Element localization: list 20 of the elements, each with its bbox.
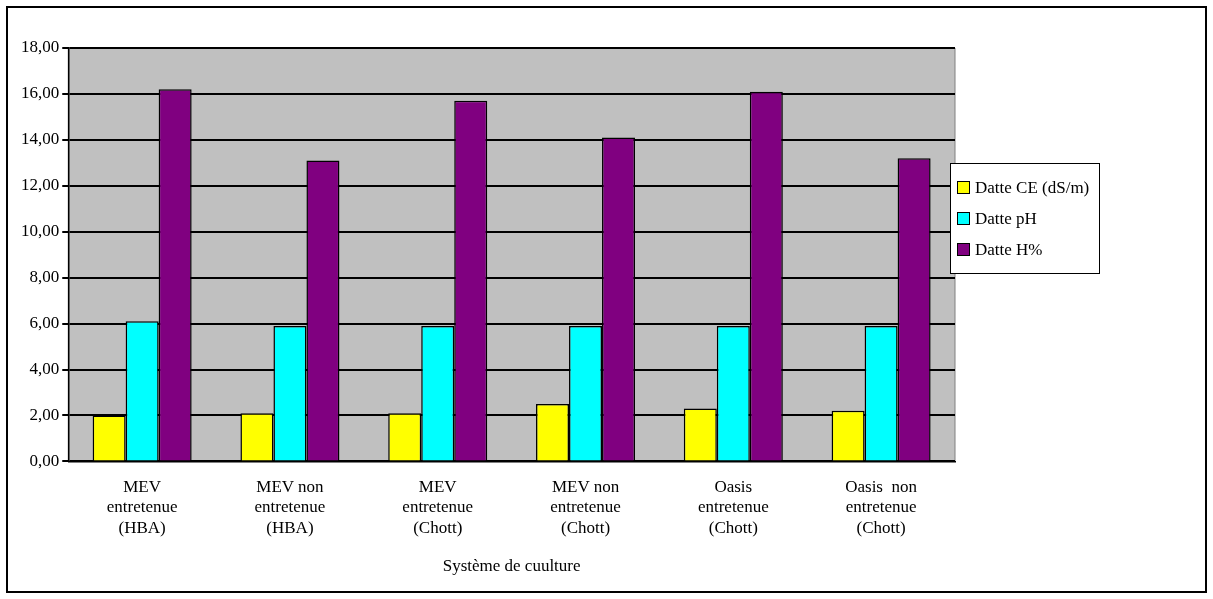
y-tick-label: 18,00 [21,37,60,57]
y-tick-label: 4,00 [29,359,60,378]
legend-label: Datte H% [975,239,1043,260]
x-tick-label: MEV non entretenue (Chott) [550,477,621,537]
x-tick-label: MEV entretenue (Chott) [402,477,474,537]
x-tick-label: Oasis entretenue (Chott) [697,477,769,537]
y-tick-label: 2,00 [29,404,60,424]
legend-label: Datte pH [975,208,1037,229]
y-tick-label: 6,00 [29,313,60,333]
x-tick-label: MEV non entretenue (HBA) [254,477,326,537]
y-tick-label: 16,00 [21,83,60,103]
x-tick-label: MEV entretenue (HBA) [106,477,178,537]
y-tick-label: 12,00 [21,175,60,195]
y-tick-label: 8,00 [29,267,60,287]
y-tick-label: 0,00 [29,450,60,470]
legend-label: Datte CE (dS/m) [975,177,1090,198]
y-tick-label: 10,00 [21,221,60,241]
x-tick-label: Oasis non entretenue (Chott) [845,477,918,537]
y-tick-label: 14,00 [21,129,60,149]
x-axis-title: Système de cuulture [442,556,581,576]
